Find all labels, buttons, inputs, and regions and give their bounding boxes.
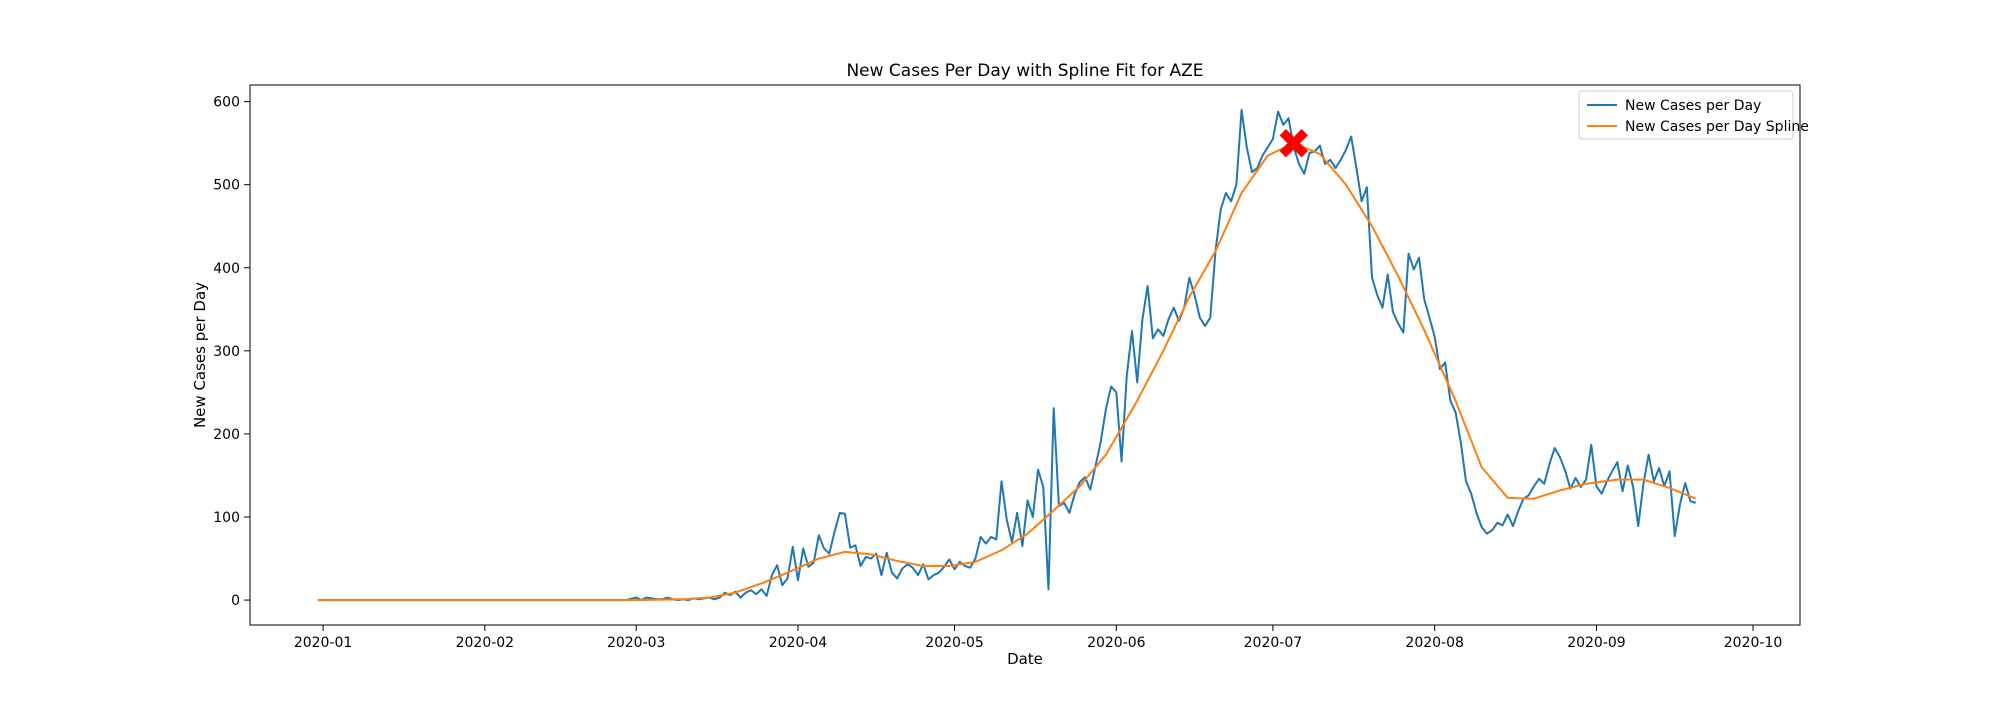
legend: New Cases per Day New Cases per Day Splin…	[1578, 90, 1809, 140]
y-tick-label: 100	[213, 510, 240, 526]
peak-marker	[1279, 128, 1308, 158]
legend-box	[1578, 90, 1794, 140]
x-tick-label: 2020-10	[1724, 635, 1783, 651]
y-tick-label: 200	[213, 427, 240, 443]
x-axis-label: Date	[1007, 650, 1043, 668]
y-tick-label: 0	[231, 593, 240, 609]
x-tick-label: 2020-02	[456, 635, 515, 651]
legend-label: New Cases per Day Spline	[1625, 119, 1809, 135]
y-tick-label: 400	[213, 261, 240, 277]
x-tick-label: 2020-04	[769, 635, 828, 651]
y-tick-label: 300	[213, 344, 240, 360]
x-tick-label: 2020-08	[1405, 635, 1464, 651]
y-tick-label: 500	[213, 178, 240, 194]
x-tick-label: 2020-06	[1087, 635, 1146, 651]
annotation-group	[1279, 128, 1308, 158]
chart-title: New Cases Per Day with Spline Fit for AZ…	[846, 61, 1203, 81]
series-line-new-cases	[317, 108, 1696, 602]
x-tick-label: 2020-09	[1567, 635, 1626, 651]
series-line-spline	[317, 142, 1697, 602]
x-tick-label: 2020-03	[607, 635, 666, 651]
x-tick-label: 2020-01	[294, 635, 353, 651]
y-tick-label: 600	[213, 95, 240, 111]
legend-label: New Cases per Day	[1625, 98, 1761, 114]
plot-frame	[249, 84, 1801, 626]
axes: 2020-01 2020-02 2020-03 2020-04 2020-05 2020-…	[213, 95, 1782, 651]
x-tick-label: 2020-07	[1244, 635, 1303, 651]
series-group	[317, 108, 1697, 602]
x-tick-label: 2020-05	[925, 635, 984, 651]
y-axis-label: New Cases per Day	[191, 282, 209, 428]
